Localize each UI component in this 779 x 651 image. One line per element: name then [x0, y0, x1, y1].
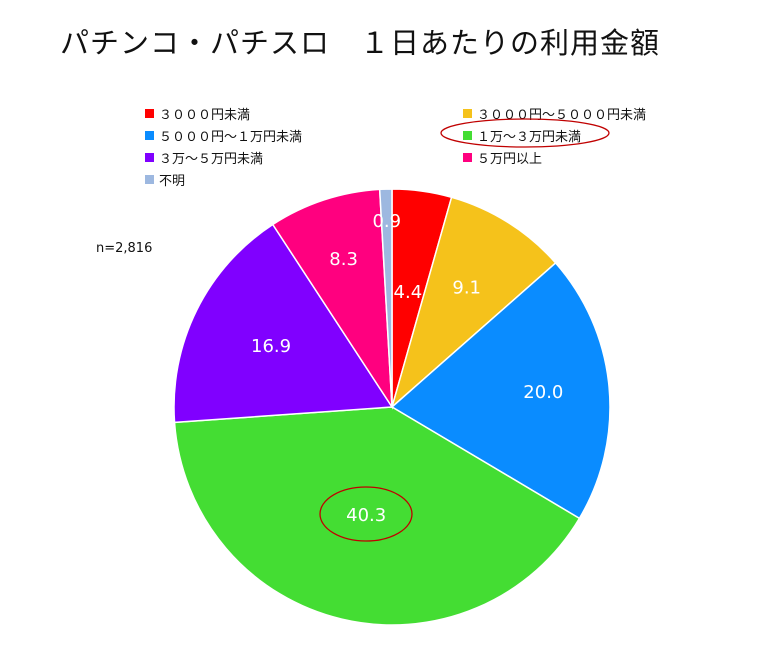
legend-swatch [463, 109, 472, 118]
pie-slice [173, 223, 394, 424]
legend-item: ３０００円未満 [145, 104, 250, 123]
legend-item: ５０００円～１万円未満 [145, 126, 302, 145]
legend-label: １万～３万円未満 [477, 130, 582, 145]
legend-swatch [145, 131, 154, 140]
pie-slice [271, 188, 393, 410]
legend-highlight-ellipse [440, 118, 610, 148]
legend-item: １万～３万円未満 [463, 126, 581, 145]
pie-slice [390, 261, 611, 520]
legend-swatch [145, 175, 154, 184]
legend-swatch [145, 153, 154, 162]
pie-labels: 4.4 9.1 20.0 40.3 16.9 8.3 0.9 [251, 211, 563, 526]
legend-swatch [463, 153, 472, 162]
legend-label: ３万～５万円未満 [159, 152, 264, 167]
pie-slice-label: 40.3 [346, 505, 386, 526]
value-highlight-ellipse [319, 486, 413, 542]
legend-swatch [463, 131, 472, 140]
sample-size-note: n=2,816 [96, 241, 153, 256]
pie-slice [390, 196, 557, 410]
pie-slices [173, 188, 611, 626]
legend-label: 不明 [159, 174, 186, 189]
legend-label: ５万円以上 [477, 152, 543, 167]
pie-slice-label: 20.0 [523, 382, 563, 403]
legend-item: ５万円以上 [463, 148, 542, 167]
legend-label: ３０００円未満 [159, 108, 251, 123]
pie-slice-label: 0.9 [372, 211, 401, 232]
pie-slice-label: 8.3 [329, 249, 358, 270]
legend: ３０００円未満 ３０００円～５０００円未満 ５０００円～１万円未満 １万～３万円… [145, 104, 705, 194]
legend-label: ５０００円～１万円未満 [159, 130, 303, 145]
pie-slice [173, 406, 581, 626]
legend-item: ３万～５万円未満 [145, 148, 263, 167]
legend-item: 不明 [145, 170, 185, 189]
pie-slice-label: 4.4 [394, 282, 423, 303]
chart-title: パチンコ・パチスロ １日あたりの利用金額 [60, 26, 661, 60]
pie-slice-label: 16.9 [251, 336, 291, 357]
pie-slice-label: 9.1 [452, 278, 481, 299]
pie-slice [378, 188, 393, 408]
legend-swatch [145, 109, 154, 118]
